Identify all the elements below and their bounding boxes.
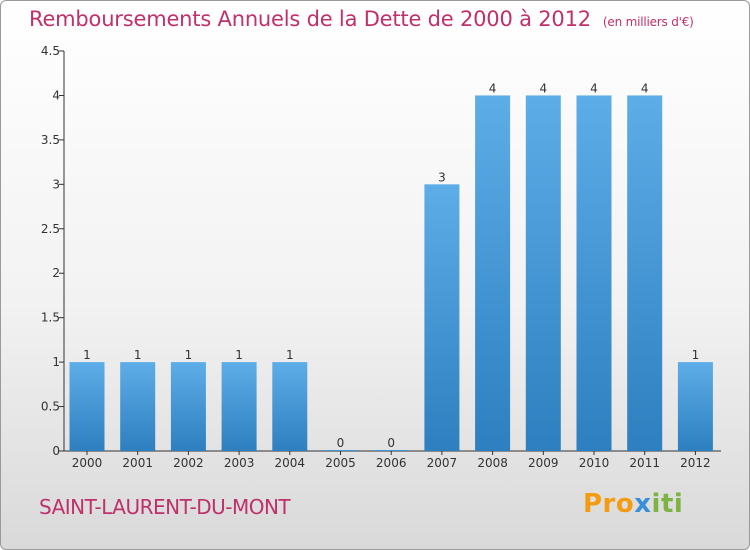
bar-2003 [221, 362, 257, 451]
y-tick-label: 2.5 [41, 222, 60, 236]
chart-unit: (en milliers d'€) [602, 15, 694, 29]
bar-2010 [576, 95, 612, 451]
y-tick-label: 2 [52, 266, 60, 280]
x-tick-label: 2005 [325, 456, 356, 470]
commune-name: SAINT-LAURENT-DU-MONT [39, 495, 291, 519]
bar-value-label: 1 [83, 348, 91, 362]
bar-value-label: 4 [489, 81, 497, 95]
x-tick-label: 2002 [173, 456, 204, 470]
x-tick-label: 2001 [122, 456, 153, 470]
bar-2004 [272, 362, 308, 451]
bar-2011 [627, 95, 663, 451]
y-tick-label: 1 [52, 355, 60, 369]
x-tick-label: 2008 [477, 456, 508, 470]
chart-title-text: Remboursements Annuels de la Dette de 20… [29, 7, 591, 31]
bar-2005 [323, 450, 358, 451]
bar-2007 [424, 184, 460, 452]
bar-value-label: 1 [286, 348, 294, 362]
bar-value-label: 4 [539, 81, 547, 95]
bar-2000 [69, 362, 105, 451]
bar-2002 [170, 362, 206, 451]
bar-value-label: 0 [387, 436, 395, 450]
bar-2008 [475, 95, 511, 451]
x-tick-label: 2004 [275, 456, 306, 470]
x-tick-label: 2012 [680, 456, 711, 470]
bar-value-label: 4 [641, 81, 649, 95]
y-tick-label: 4.5 [41, 44, 60, 58]
bar-value-label: 1 [185, 348, 193, 362]
bar-value-label: 1 [235, 348, 243, 362]
bar-2001 [120, 362, 156, 451]
x-tick-label: 2007 [427, 456, 458, 470]
y-tick-label: 3 [52, 177, 60, 191]
logo-part-x: x [634, 489, 652, 519]
y-tick-label: 1.5 [41, 311, 60, 325]
x-tick-label: 2006 [376, 456, 407, 470]
bar-2012 [677, 362, 713, 451]
y-tick-label: 0 [52, 444, 60, 458]
x-tick-label: 2009 [528, 456, 559, 470]
bar-2009 [525, 95, 561, 451]
bar-value-label: 4 [590, 81, 598, 95]
bar-value-label: 3 [438, 170, 446, 184]
bar-value-label: 1 [692, 348, 700, 362]
chart-title: Remboursements Annuels de la Dette de 20… [29, 7, 694, 31]
x-tick-label: 2011 [629, 456, 660, 470]
x-tick-label: 2000 [72, 456, 103, 470]
y-tick-label: 3.5 [41, 133, 60, 147]
bar-2006 [373, 450, 409, 451]
y-tick-label: 0.5 [41, 400, 60, 414]
y-tick-label: 4 [52, 88, 60, 102]
logo-part-iti: iti [651, 489, 684, 519]
x-tick-label: 2010 [579, 456, 610, 470]
bar-value-label: 0 [337, 436, 345, 450]
proxiti-logo: Proxiti [583, 489, 683, 519]
bar-value-label: 1 [134, 348, 142, 362]
x-tick-label: 2003 [224, 456, 255, 470]
logo-part-pro: Pro [583, 489, 635, 519]
